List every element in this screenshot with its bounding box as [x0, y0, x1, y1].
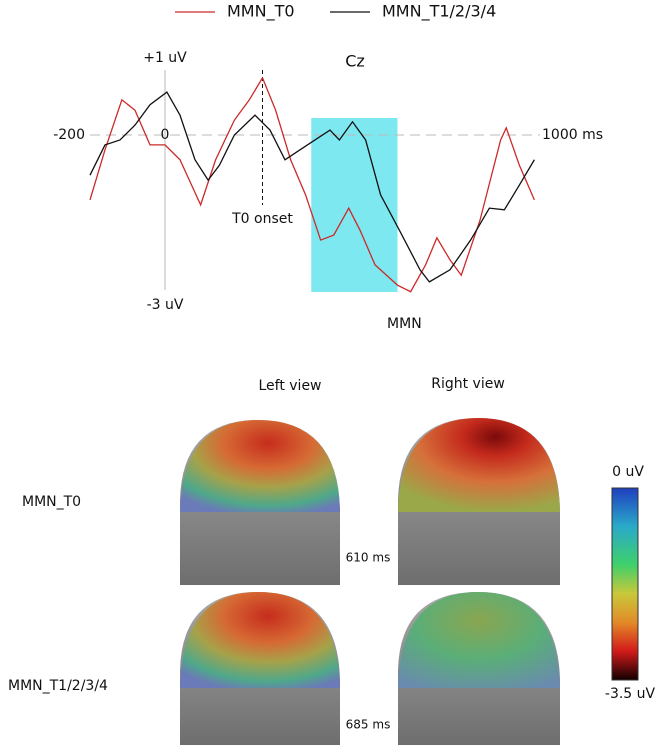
- column-label: Left view: [258, 378, 321, 394]
- head: [398, 418, 560, 585]
- onset-label: T0 onset: [231, 211, 293, 227]
- x-tick-label: 1000 ms: [542, 127, 603, 143]
- head: [398, 592, 560, 745]
- legend-label: MMN_T0: [227, 2, 295, 22]
- series-line: [89, 91, 535, 283]
- row-label: MMN_T0: [22, 494, 81, 510]
- x-tick-label: -200: [53, 127, 85, 143]
- y-tick-label: +1 uV: [143, 50, 187, 66]
- mmn-window: [311, 118, 398, 292]
- chart-title: Cz: [345, 52, 365, 71]
- colorbar-label: 0 uV: [612, 464, 644, 480]
- time-label: 685 ms: [346, 718, 391, 732]
- time-label: 610 ms: [346, 551, 391, 565]
- column-label: Right view: [431, 376, 505, 392]
- x-tick-label: 0: [161, 127, 170, 143]
- row-label: MMN_T1/2/3/4: [8, 678, 108, 694]
- legend-label: MMN_T1/2/3/4: [382, 2, 496, 22]
- window-label: MMN: [387, 316, 422, 332]
- colorbar-label: -3.5 uV: [605, 686, 656, 702]
- series-line: [89, 76, 535, 293]
- head: [180, 420, 340, 585]
- y-tick-label: -3 uV: [147, 297, 184, 313]
- head: [180, 592, 340, 745]
- colorbar: [611, 487, 639, 681]
- topomaps: Left view Right view MMN_T0 MMN_T1/2/3/4…: [8, 376, 656, 745]
